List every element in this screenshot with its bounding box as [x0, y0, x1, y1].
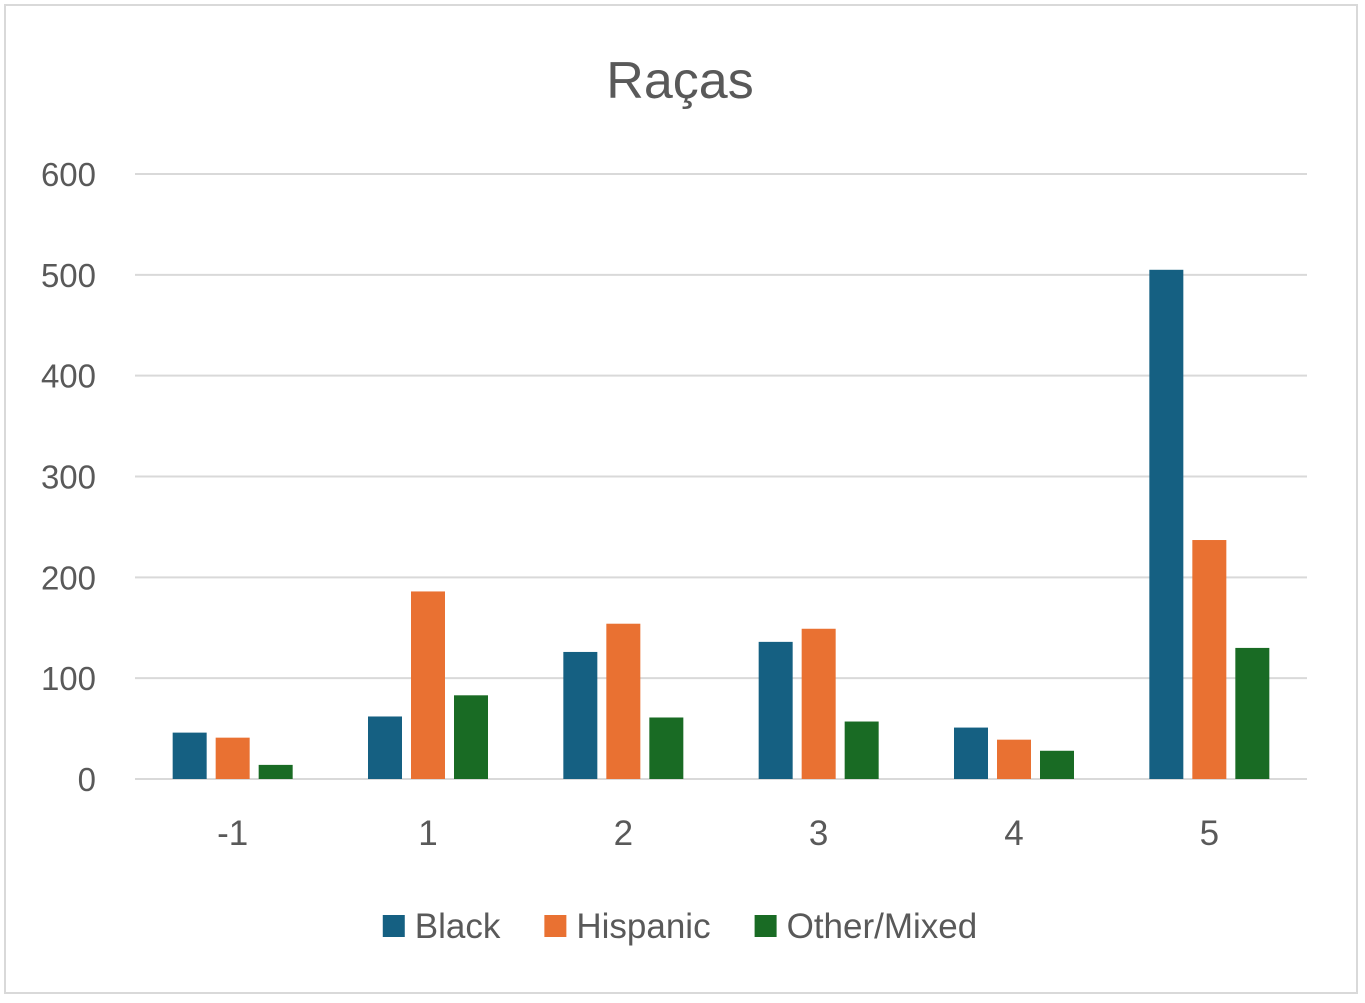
legend-swatch-black: [382, 915, 405, 937]
y-tick-label: 0: [78, 761, 96, 798]
bar-other-mixed-2: [649, 717, 684, 779]
legend-label-other-mixed: Other/Mixed: [787, 907, 978, 946]
x-axis-ticks: -1 1 2 3 4 5: [217, 814, 1219, 853]
chart-title: Raças: [606, 52, 753, 110]
bar-hispanic-2: [606, 623, 641, 779]
bar-hispanic-5: [1192, 540, 1227, 779]
bar-black-2: [563, 651, 598, 779]
y-tick-label: 600: [41, 156, 96, 193]
bar-black-4: [954, 727, 988, 779]
bar-black--1: [172, 732, 207, 779]
x-tick-label: 4: [1004, 814, 1023, 853]
legend-label-hispanic: Hispanic: [576, 907, 710, 946]
bar-hispanic--1: [215, 737, 250, 779]
x-tick-label: 5: [1200, 814, 1219, 853]
legend-label-black: Black: [415, 907, 501, 946]
legend-swatch-other-mixed: [754, 915, 777, 937]
chart-frame: [4, 4, 1358, 994]
y-tick-label: 200: [41, 559, 96, 596]
bar-other-mixed-1: [454, 695, 488, 779]
bar-hispanic-1: [411, 591, 445, 779]
bar-hispanic-4: [997, 739, 1031, 779]
x-tick-label: -1: [217, 814, 248, 853]
x-tick-label: 3: [809, 814, 828, 853]
legend-swatch-hispanic: [544, 915, 567, 937]
legend: Black Hispanic Other/Mixed: [382, 907, 978, 946]
x-tick-label: 1: [418, 814, 437, 853]
y-axis-ticks: 0 100 200 300 400 500 600: [41, 156, 96, 798]
y-tick-label: 500: [41, 257, 96, 294]
y-tick-label: 300: [41, 459, 96, 496]
bar-black-3: [758, 641, 793, 779]
y-tick-label: 100: [41, 660, 96, 697]
y-tick-label: 400: [41, 358, 96, 395]
bar-other-mixed-3: [844, 721, 879, 779]
x-tick-label: 2: [614, 814, 633, 853]
gridlines: [135, 173, 1307, 780]
bar-other-mixed--1: [258, 764, 293, 779]
bar-black-1: [368, 716, 402, 779]
bars: [172, 269, 1270, 779]
bar-black-5: [1149, 269, 1184, 779]
bar-other-mixed-4: [1040, 750, 1074, 779]
bar-hispanic-3: [801, 628, 836, 779]
bar-other-mixed-5: [1235, 647, 1270, 779]
